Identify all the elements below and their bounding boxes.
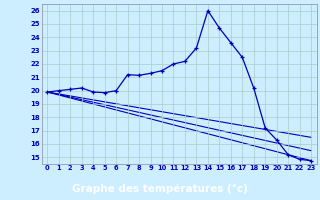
Text: Graphe des températures (°c): Graphe des températures (°c) <box>72 183 248 194</box>
